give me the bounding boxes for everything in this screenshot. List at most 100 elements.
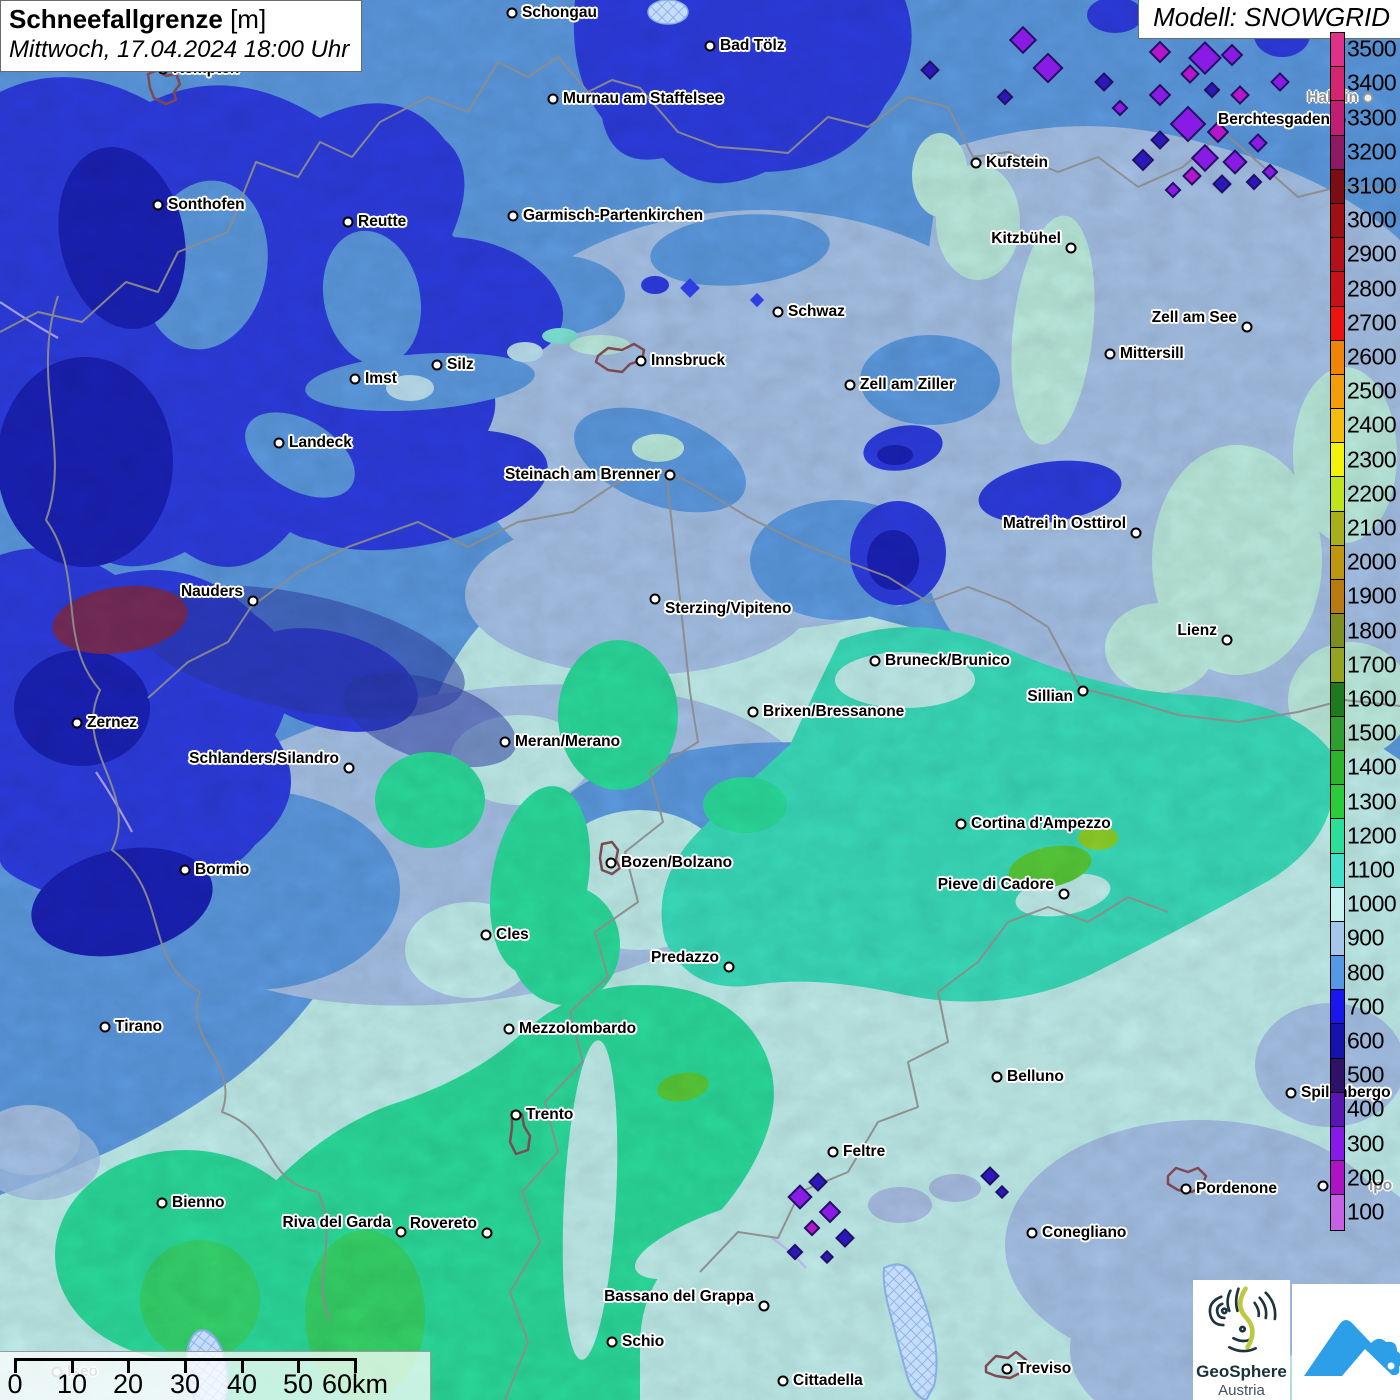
legend-segment-2500 xyxy=(1331,374,1344,410)
city-label: Sonthofen xyxy=(168,196,245,213)
avalanche-mountain-icon xyxy=(1304,1320,1400,1376)
legend-segment-900 xyxy=(1331,921,1344,957)
city-marker-dot xyxy=(1285,1087,1297,1099)
city-label: Schio xyxy=(622,1333,665,1350)
city-marker-dot xyxy=(664,469,676,481)
city-label: Bormio xyxy=(195,861,250,878)
city-label: Pieve di Cadore xyxy=(937,876,1054,893)
city-label: Murnau am Staffelsee xyxy=(563,90,724,107)
city-marker-dot xyxy=(869,655,881,667)
city-label: Predazzo xyxy=(650,949,719,966)
city-marker-dot xyxy=(747,706,759,718)
city-marker-dot xyxy=(71,717,83,729)
legend-segment-1300 xyxy=(1331,785,1344,820)
model-box: Modell: SNOWGRID xyxy=(1138,0,1400,39)
city-marker-dot xyxy=(605,857,617,869)
scale-label-0: 0 xyxy=(7,1369,23,1399)
legend-segment-3200 xyxy=(1331,135,1344,170)
legend-tick-1700: 1700 xyxy=(1347,651,1397,678)
city-label: Cles xyxy=(496,926,529,943)
legend-tick-3300: 3300 xyxy=(1347,104,1397,130)
city-marker-dot xyxy=(431,359,443,371)
city-label: Lienz xyxy=(1177,622,1217,639)
legend-segment-2400 xyxy=(1331,409,1344,444)
legend-tick-1600: 1600 xyxy=(1347,685,1397,712)
legend-tick-2700: 2700 xyxy=(1347,309,1397,336)
scale-label-20: 20 xyxy=(112,1369,144,1399)
scale-bar-box: 0 10 20 30 40 50 60km xyxy=(0,1351,431,1400)
legend-segment-1000 xyxy=(1331,887,1344,922)
city-label: Meran/Merano xyxy=(515,733,621,750)
city-label: Bassano del Grappa xyxy=(604,1288,754,1305)
legend-segment-500 xyxy=(1331,1058,1344,1093)
legend-segment-1200 xyxy=(1331,819,1344,854)
low-level-diamond-cluster-feltre xyxy=(786,1166,1010,1265)
city-label: Innsbruck xyxy=(651,352,726,369)
city-marker-dot xyxy=(777,1375,789,1387)
legend-segment-3000 xyxy=(1331,203,1344,239)
low-level-diamond-cluster-north xyxy=(920,25,1290,199)
city-label: Sterzing/Vipiteno xyxy=(665,600,792,617)
country-borders xyxy=(0,56,1400,1400)
city-label: Zell am Ziller xyxy=(860,376,955,393)
scale-tick xyxy=(240,1358,244,1373)
city-label: Bad Tölz xyxy=(720,37,785,54)
legend-tick-900: 900 xyxy=(1347,924,1384,951)
scale-tick xyxy=(126,1358,130,1373)
city-marker-dot xyxy=(506,7,518,19)
city-marker-dot xyxy=(179,864,191,876)
legend-tick-1500: 1500 xyxy=(1347,719,1397,746)
city-label: Sillian xyxy=(1027,688,1073,705)
city-label: Bruneck/Brunico xyxy=(885,652,1010,669)
geosphere-wordmark: GeoSphere xyxy=(1196,1362,1287,1381)
city-label: Riva del Garda xyxy=(282,1214,391,1231)
city-marker-dot xyxy=(480,929,492,941)
legend-segment-600 xyxy=(1331,1024,1344,1059)
legend-tick-3100: 3100 xyxy=(1347,172,1397,199)
scale-bar: 0 10 20 30 40 50 60km xyxy=(0,1352,430,1400)
legend-tick-2500: 2500 xyxy=(1347,377,1397,404)
city-label: Cortina d'Ampezzo xyxy=(971,815,1111,832)
scale-tick xyxy=(13,1358,17,1373)
legend-segment-2600 xyxy=(1331,340,1344,375)
legend-tick-1900: 1900 xyxy=(1347,582,1397,609)
legend-tick-2300: 2300 xyxy=(1347,446,1397,472)
city-label: Schongau xyxy=(522,4,597,21)
city-marker-dot xyxy=(273,437,285,449)
legend-segment-100 xyxy=(1331,1195,1344,1230)
city-label: Mezzolombardo xyxy=(519,1020,637,1037)
city-marker-dot xyxy=(507,210,519,222)
city-label: Rovereto xyxy=(409,1215,477,1232)
city-marker-dot xyxy=(247,595,259,607)
city-label: Belluno xyxy=(1007,1068,1064,1085)
legend-tick-1400: 1400 xyxy=(1347,753,1397,780)
city-label: Schlanders/Silandro xyxy=(189,750,339,767)
city-marker-dot xyxy=(343,762,355,774)
legend-segment-1500 xyxy=(1331,716,1344,751)
legend-tick-1800: 1800 xyxy=(1347,617,1397,643)
legend-segment-3100 xyxy=(1331,169,1344,204)
city-marker-dot xyxy=(704,40,716,52)
city-marker-dot xyxy=(1077,685,1089,697)
title-box: Schneefallgrenze [m] Mittwoch, 17.04.202… xyxy=(0,0,363,72)
city-marker-dot xyxy=(481,1227,493,1239)
city-label: Zell am See xyxy=(1151,309,1237,326)
legend-tick-1300: 1300 xyxy=(1347,788,1397,814)
city-label: Silz xyxy=(447,356,474,373)
city-label: ipo xyxy=(1369,1177,1393,1194)
city-marker-dot xyxy=(499,736,511,748)
city-marker-dot xyxy=(827,1146,839,1158)
legend-segment-2800 xyxy=(1331,272,1344,307)
city-label: Kufstein xyxy=(986,154,1048,171)
city-marker-dot xyxy=(1241,321,1253,333)
avalanche-logo-box xyxy=(1292,1284,1400,1400)
legend-tick-200: 200 xyxy=(1347,1164,1384,1191)
scale-label-60km: 60km xyxy=(321,1369,389,1399)
legend-tick-2600: 2600 xyxy=(1347,343,1397,370)
legend-tick-2800: 2800 xyxy=(1347,275,1397,301)
legend-segment-1800 xyxy=(1331,614,1344,649)
city-marker-dot xyxy=(758,1300,770,1312)
city-label: Kitzbühel xyxy=(991,230,1061,247)
legend-tick-500: 500 xyxy=(1347,1061,1384,1088)
